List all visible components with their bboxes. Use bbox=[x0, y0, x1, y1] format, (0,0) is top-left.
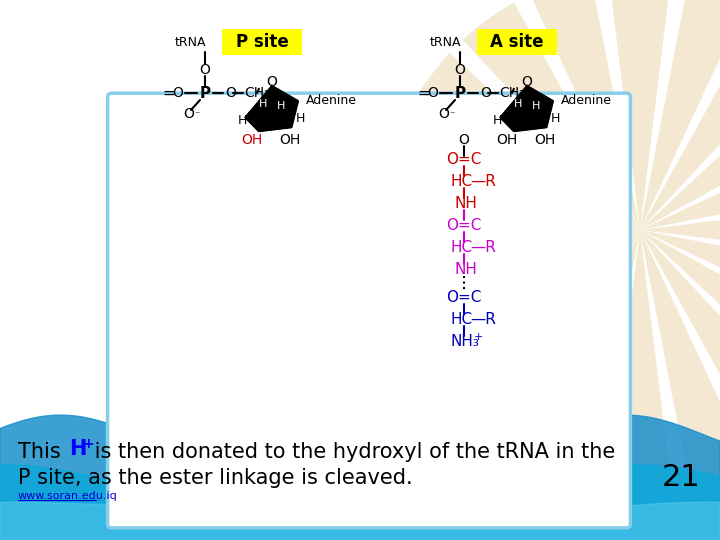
Wedge shape bbox=[608, 0, 672, 230]
FancyBboxPatch shape bbox=[222, 29, 302, 55]
Wedge shape bbox=[384, 230, 640, 340]
Text: Adenine: Adenine bbox=[561, 93, 612, 106]
Text: HC: HC bbox=[450, 174, 472, 190]
Text: P site: P site bbox=[235, 33, 289, 51]
Text: H: H bbox=[69, 439, 86, 459]
Text: =: = bbox=[162, 85, 175, 100]
Wedge shape bbox=[640, 230, 720, 340]
Text: P site, as the ester linkage is cleaved.: P site, as the ester linkage is cleaved. bbox=[18, 468, 413, 488]
Text: This: This bbox=[18, 442, 68, 462]
Text: O=C: O=C bbox=[446, 152, 482, 167]
Text: O: O bbox=[225, 86, 236, 100]
Text: P: P bbox=[454, 85, 466, 100]
Text: P: P bbox=[199, 85, 210, 100]
Text: OH: OH bbox=[241, 133, 263, 147]
Text: CH₂: CH₂ bbox=[499, 86, 525, 100]
Text: NH: NH bbox=[454, 262, 477, 278]
FancyBboxPatch shape bbox=[477, 29, 557, 55]
Wedge shape bbox=[640, 3, 720, 230]
Text: Adenine: Adenine bbox=[306, 93, 357, 106]
Text: H: H bbox=[276, 101, 285, 111]
Text: www.soran.edu.iq: www.soran.edu.iq bbox=[18, 491, 118, 501]
Text: H: H bbox=[550, 111, 559, 125]
Wedge shape bbox=[463, 230, 640, 457]
Text: OH: OH bbox=[496, 133, 518, 147]
Wedge shape bbox=[640, 230, 720, 485]
Text: tRNA: tRNA bbox=[174, 36, 206, 49]
Text: 21: 21 bbox=[661, 463, 700, 492]
Text: O: O bbox=[454, 63, 465, 77]
FancyBboxPatch shape bbox=[107, 93, 631, 528]
Wedge shape bbox=[380, 198, 640, 262]
Text: +: + bbox=[474, 332, 483, 342]
Text: NH: NH bbox=[454, 197, 477, 212]
Text: H: H bbox=[258, 99, 267, 109]
Wedge shape bbox=[463, 3, 640, 230]
Text: NH₃: NH₃ bbox=[450, 334, 479, 349]
Wedge shape bbox=[640, 198, 720, 262]
Text: ⁻: ⁻ bbox=[194, 110, 199, 120]
Text: OH: OH bbox=[279, 133, 301, 147]
Wedge shape bbox=[384, 120, 640, 230]
Wedge shape bbox=[608, 230, 672, 490]
Text: =: = bbox=[418, 85, 430, 100]
Text: HC: HC bbox=[450, 313, 472, 327]
Text: HC: HC bbox=[450, 240, 472, 255]
Text: H: H bbox=[492, 113, 502, 126]
Text: O: O bbox=[459, 133, 469, 147]
Wedge shape bbox=[640, 120, 720, 230]
Text: A site: A site bbox=[490, 33, 544, 51]
Text: —R: —R bbox=[470, 174, 496, 190]
Text: CH₂: CH₂ bbox=[244, 86, 269, 100]
Wedge shape bbox=[530, 0, 640, 230]
Text: O: O bbox=[521, 75, 532, 89]
Polygon shape bbox=[500, 86, 553, 131]
Wedge shape bbox=[640, 53, 720, 230]
Text: —R: —R bbox=[470, 313, 496, 327]
Polygon shape bbox=[246, 86, 298, 131]
Text: tRNA: tRNA bbox=[429, 36, 461, 49]
Wedge shape bbox=[530, 230, 640, 485]
Text: ⁻: ⁻ bbox=[449, 110, 454, 120]
Text: H: H bbox=[238, 113, 247, 126]
Text: OH: OH bbox=[534, 133, 556, 147]
Text: is then donated to the hydroxyl of the tRNA in the: is then donated to the hydroxyl of the t… bbox=[88, 442, 616, 462]
Wedge shape bbox=[413, 230, 640, 407]
Text: +: + bbox=[82, 437, 94, 451]
Text: H: H bbox=[532, 101, 540, 111]
Text: O=C: O=C bbox=[446, 291, 482, 306]
Wedge shape bbox=[640, 0, 720, 230]
Text: O=C: O=C bbox=[446, 219, 482, 233]
Text: O: O bbox=[184, 107, 194, 121]
Text: O: O bbox=[172, 86, 183, 100]
Text: H: H bbox=[514, 99, 522, 109]
Text: O: O bbox=[480, 86, 491, 100]
Text: —R: —R bbox=[470, 240, 496, 255]
Text: O: O bbox=[266, 75, 277, 89]
Wedge shape bbox=[640, 230, 720, 457]
Wedge shape bbox=[413, 53, 640, 230]
Wedge shape bbox=[640, 230, 720, 407]
Text: O: O bbox=[199, 63, 210, 77]
Text: O: O bbox=[438, 107, 449, 121]
Text: H: H bbox=[295, 111, 305, 125]
Text: O: O bbox=[427, 86, 438, 100]
